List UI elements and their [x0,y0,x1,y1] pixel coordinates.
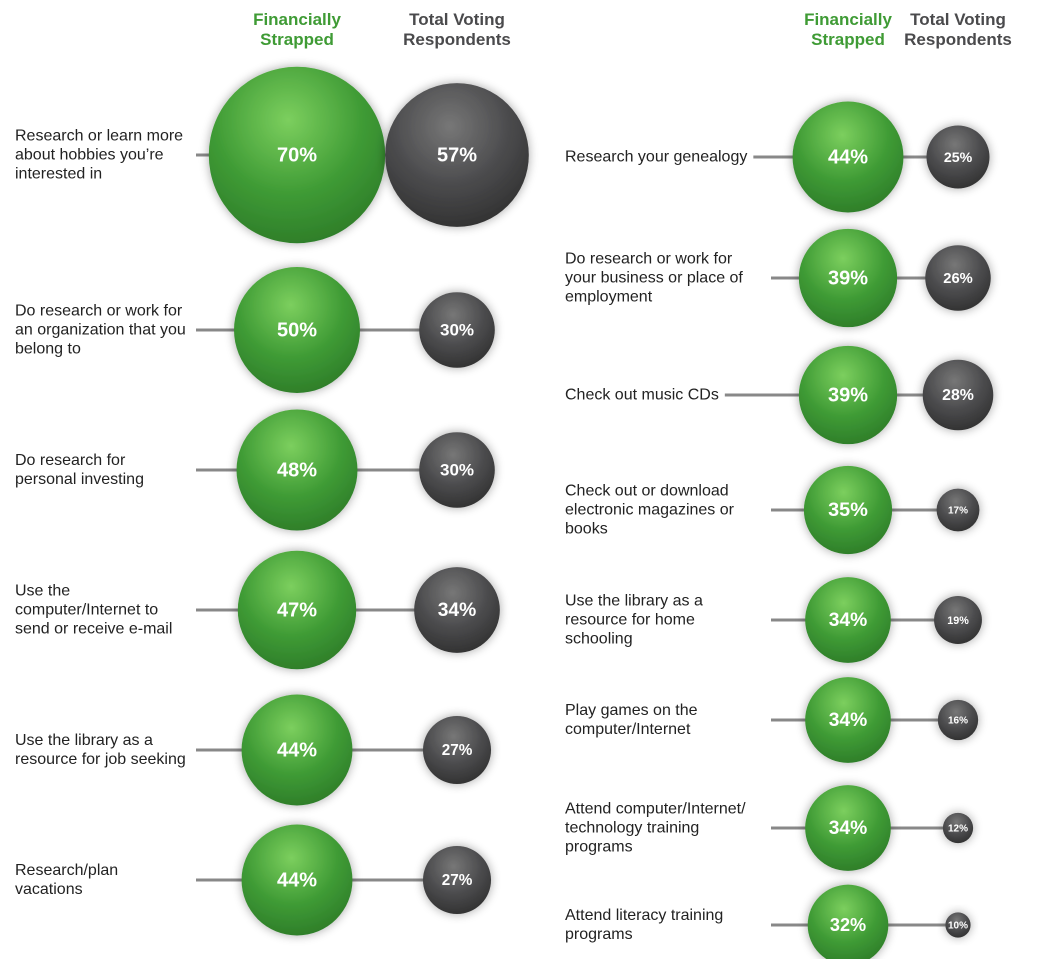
data-label: 10% [948,921,968,932]
bubble [419,432,495,508]
category-label: Do research or work for your business or… [565,250,743,306]
category-label: Attend computer/Internet/ technology tra… [565,800,746,856]
bubble [922,359,994,431]
data-label: 34% [829,818,868,839]
category-label: Play games on the computer/Internet [565,702,698,738]
category-label: Do research for personal investing [15,452,144,488]
bubble [798,228,898,328]
data-label: 17% [948,506,968,517]
bubble [419,292,495,368]
bubble [936,488,980,532]
data-label: 70% [277,144,317,166]
data-label: 48% [277,459,317,481]
legend-entry: Total Voting Respondents [403,10,511,49]
bubble [385,83,529,227]
data-label: 35% [828,499,868,521]
bubble [926,125,990,189]
data-label: 39% [828,384,868,406]
data-label: 34% [829,610,868,631]
legend-entry: Financially Strapped [253,10,341,49]
data-label: 27% [442,872,473,889]
data-label: 34% [829,710,868,731]
category-label: Research your genealogy [565,148,748,166]
data-label: 26% [943,271,973,287]
data-label: 16% [948,716,968,727]
data-label: 44% [828,146,868,168]
bubble [422,715,492,785]
category-label: Attend literacy training programs [565,907,724,943]
data-label: 12% [948,824,968,835]
category-label: Use the computer/Internet to send or rec… [15,582,173,638]
data-label: 30% [440,461,474,480]
bubble [945,912,971,938]
bubble [805,785,891,871]
bubble [937,699,979,741]
category-label: Research/plan vacations [15,862,119,898]
bubble [925,245,991,311]
data-label: 50% [277,319,317,341]
data-label: 44% [277,869,317,891]
category-label: Research or learn more about hobbies you… [15,127,184,183]
category-label: Check out music CDs [565,386,719,404]
data-label: 30% [440,321,474,340]
data-label: 28% [942,387,974,404]
data-label: 32% [830,915,866,935]
data-label: 44% [277,739,317,761]
legend-entry: Financially Strapped [804,10,892,49]
legend-entry: Total Voting Respondents [904,10,1012,49]
category-label: Use the library as a resource for home s… [565,592,703,648]
bubble [807,884,889,959]
data-label: 47% [277,599,317,621]
bubble [241,824,353,936]
bubble [942,812,974,844]
bubble [414,567,500,653]
bubble [798,345,898,445]
category-label: Do research or work for an organization … [15,302,186,358]
bubble [934,596,982,644]
bubble [237,550,357,670]
data-label: 57% [437,144,477,166]
bubble [803,465,893,555]
data-label: 34% [438,600,477,621]
bubble [236,409,358,531]
data-label: 27% [442,742,473,759]
bubble [234,267,360,393]
bubble [805,577,891,663]
bubble [805,677,891,763]
data-label: 25% [944,150,973,166]
data-label: 19% [947,615,969,627]
bubble [208,66,386,244]
bubble [422,845,492,915]
category-label: Use the library as a resource for job se… [15,732,186,768]
bubble [792,101,904,213]
bubble [241,694,353,806]
category-label: Check out or download electronic magazin… [565,482,734,538]
data-label: 39% [828,267,868,289]
